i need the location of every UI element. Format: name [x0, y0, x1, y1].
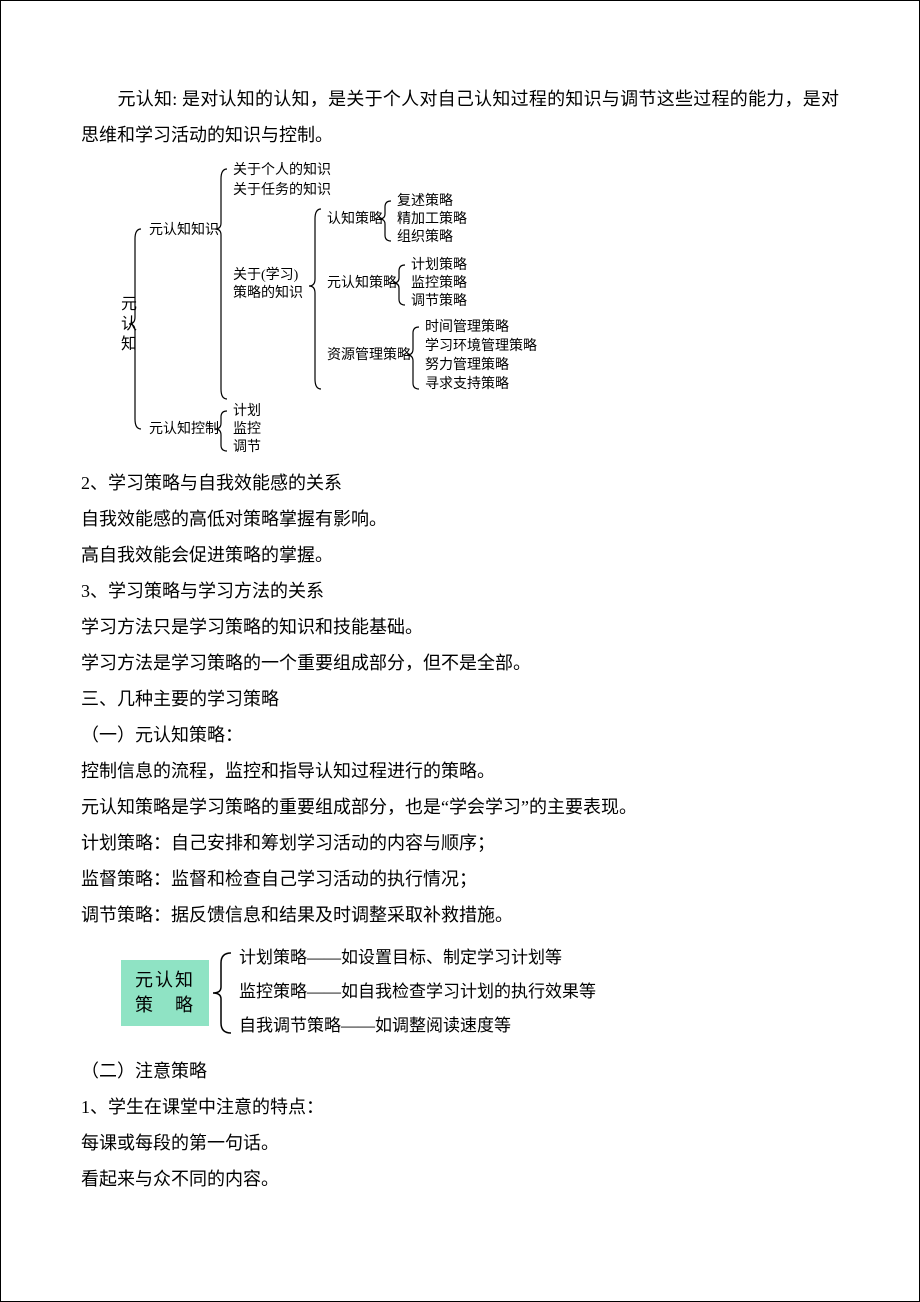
tree-branch-control: 元认知控制: [149, 420, 219, 437]
tree-leaf-control-plan: 计划: [233, 403, 261, 419]
p6: 学习方法只是学习策略的知识和技能基础。: [81, 609, 839, 645]
tree-node-cognitive: 认知策略: [327, 210, 383, 227]
p4: 高自我效能会促进策略的掌握。: [81, 537, 839, 573]
mini-item-1: 计划策略——如设置目标、制定学习计划等: [239, 948, 562, 967]
metacognition-tree-diagram: 元 认 知 元认知知识 关于个人的知识 关于任务的知识 关于(学习) 策略的知识…: [111, 159, 631, 459]
tree-leaf-task: 关于任务的知识: [233, 181, 331, 198]
tree-leaf-monitor: 监控策略: [411, 274, 467, 291]
p2: 2、学习策略与自我效能感的关系: [81, 465, 839, 501]
tree-leaf-regulate: 调节策略: [411, 292, 467, 309]
p11: 元认知策略是学习策略的重要组成部分，也是“学会学习”的主要表现。: [81, 789, 839, 825]
tree-leaf-strategy-line1: 关于(学习): [233, 267, 299, 283]
mini-brace-svg: 计划策略——如设置目标、制定学习计划等 监控策略——如自我检查学习计划的执行效果…: [209, 943, 649, 1043]
brace-knowledge: [215, 169, 227, 399]
p7: 学习方法是学习策略的一个重要组成部分，但不是全部。: [81, 645, 839, 681]
tree-leaf-strategy-line2: 策略的知识: [233, 284, 303, 301]
brace-strategy-knowledge: [309, 209, 321, 389]
tree-leaf-plan: 计划策略: [411, 256, 467, 273]
tree-branch-knowledge: 元认知知识: [149, 221, 219, 238]
p15: （二）注意策略: [81, 1053, 839, 1089]
tree-leaf-control-monitor: 监控: [233, 421, 261, 437]
p17: 每课或每段的第一句话。: [81, 1125, 839, 1161]
tree-leaf-organization: 组织策略: [397, 228, 453, 245]
mini-badge: 元认知 策 略: [121, 960, 209, 1026]
tree-leaf-control-regulate: 调节: [233, 439, 261, 455]
tree-leaf-effort: 努力管理策略: [425, 356, 509, 373]
tree-leaf-personal: 关于个人的知识: [233, 161, 331, 178]
mini-badge-line2: 策 略: [135, 995, 195, 1015]
p16: 1、学生在课堂中注意的特点：: [81, 1089, 839, 1125]
p8: 三、几种主要的学习策略: [81, 681, 839, 717]
tree-leaf-rehearsal: 复述策略: [397, 192, 453, 209]
tree-leaf-time: 时间管理策略: [425, 318, 509, 335]
tree-leaf-elaboration: 精加工策略: [397, 210, 467, 227]
p12: 计划策略：自己安排和筹划学习活动的内容与顺序；: [81, 825, 839, 861]
metacognitive-strategy-mini-diagram: 元认知 策 略 计划策略——如设置目标、制定学习计划等 监控策略——如自我检查学…: [121, 943, 839, 1043]
p3: 自我效能感的高低对策略掌握有影响。: [81, 501, 839, 537]
tree-node-metacognitive: 元认知策略: [327, 274, 397, 291]
mini-item-3: 自我调节策略——如调整阅读速度等: [239, 1016, 511, 1035]
p14: 调节策略：据反馈信息和结果及时调整采取补救措施。: [81, 897, 839, 933]
p13: 监督策略：监督和检查自己学习活动的执行情况；: [81, 861, 839, 897]
intro-paragraph: 元认知: 是对认知的认知，是关于个人对自己认知过程的知识与调节这些过程的能力，是…: [81, 81, 839, 153]
p10: 控制信息的流程，监控和指导认知过程进行的策略。: [81, 753, 839, 789]
tree-leaf-support: 寻求支持策略: [425, 375, 509, 392]
p5: 3、学习策略与学习方法的关系: [81, 573, 839, 609]
p18: 看起来与众不同的内容。: [81, 1161, 839, 1197]
tree-node-resource: 资源管理策略: [327, 346, 411, 363]
mini-brace: [213, 953, 231, 1033]
mini-item-2: 监控策略——如自我检查学习计划的执行效果等: [239, 982, 596, 1001]
tree-leaf-environment: 学习环境管理策略: [425, 337, 537, 354]
mini-badge-line1: 元认知: [135, 970, 195, 990]
document-page: 元认知: 是对认知的认知，是关于个人对自己认知过程的知识与调节这些过程的能力，是…: [0, 0, 920, 1302]
p9: （一）元认知策略：: [81, 717, 839, 753]
